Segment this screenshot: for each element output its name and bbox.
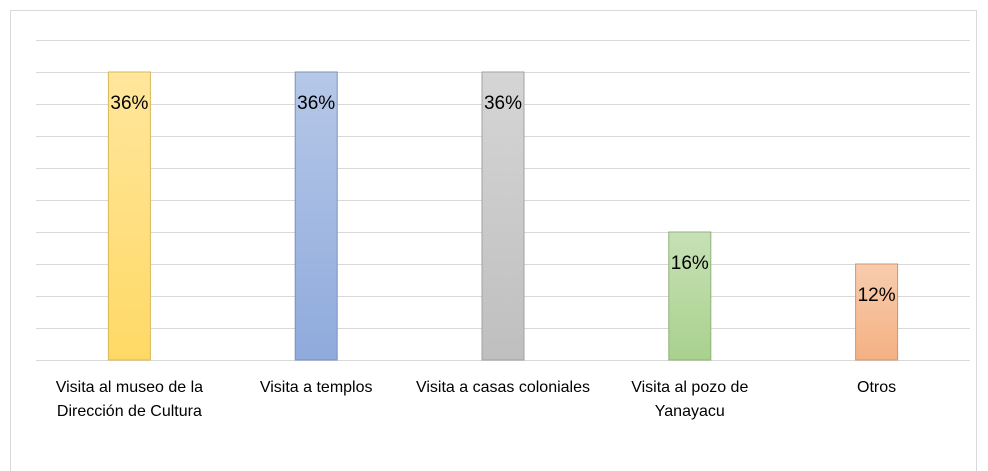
- bar: [481, 71, 525, 361]
- data-label: 36%: [297, 93, 335, 114]
- data-label: 16%: [671, 253, 709, 274]
- bar: [855, 263, 899, 361]
- bar: [294, 71, 338, 361]
- x-tick-label: Visita a templos: [259, 379, 373, 396]
- data-label: 36%: [484, 93, 522, 114]
- data-label: 12%: [858, 285, 896, 306]
- x-tick-label: Visita al museo de la Dirección de Cultu…: [55, 379, 204, 420]
- bar: [668, 231, 712, 361]
- x-tick-label: Visita al pozo de Yanayacu: [631, 379, 749, 420]
- x-tick-label: Visita a casas coloniales: [415, 379, 591, 396]
- x-tick-label: Otros: [857, 379, 897, 396]
- bar: [107, 71, 151, 361]
- data-label: 36%: [110, 93, 148, 114]
